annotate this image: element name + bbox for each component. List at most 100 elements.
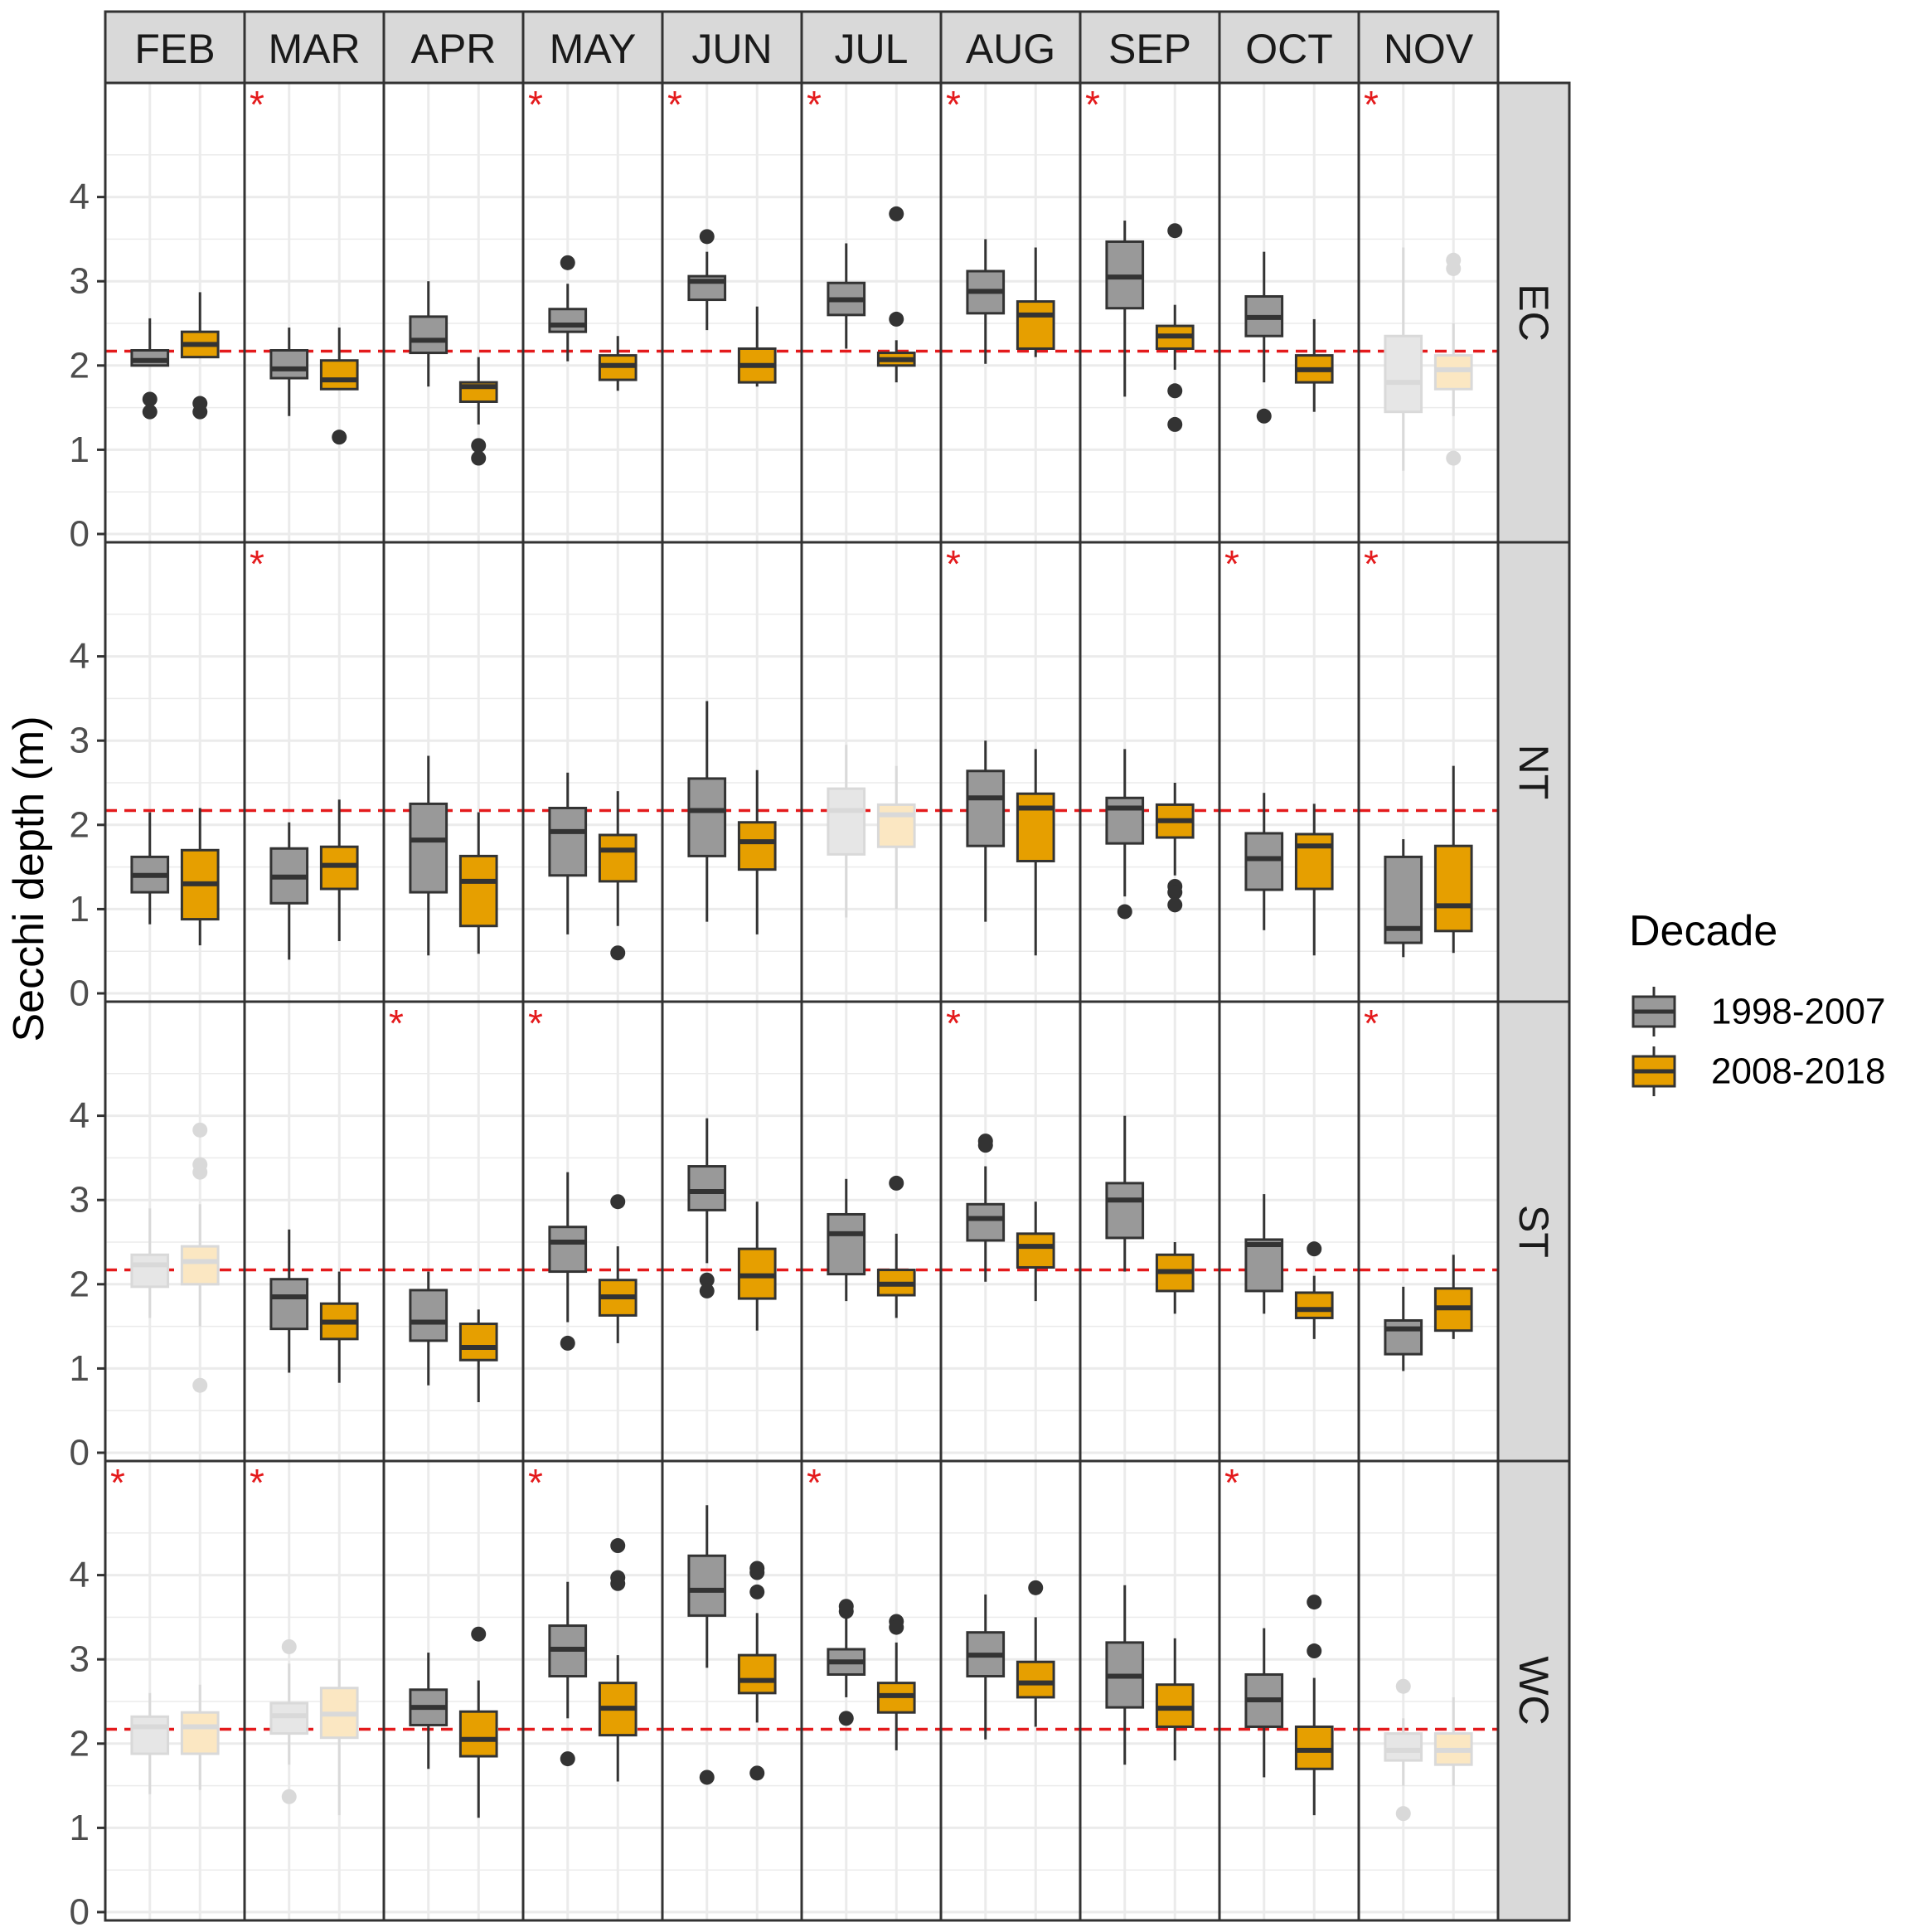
- panel-wc-sep: [1079, 1459, 1221, 1922]
- col-strip-label: AUG: [966, 26, 1055, 72]
- box-iqr: [130, 1715, 170, 1755]
- box-2008-2018: [1294, 803, 1334, 956]
- y-tick-label: 4: [70, 177, 90, 217]
- significance-marker: *: [1224, 542, 1239, 585]
- y-tick-label: 4: [70, 1095, 90, 1136]
- significance-marker: *: [1364, 1002, 1379, 1045]
- col-strip-label: FEB: [134, 26, 215, 72]
- y-tick-label: 2: [70, 804, 90, 845]
- panel-background: [941, 1002, 1080, 1461]
- box-1998-2007: [1244, 251, 1284, 424]
- panel-background: [384, 83, 523, 542]
- panel-nt-sep: [1079, 541, 1221, 1003]
- row-strip-ec: [1496, 81, 1571, 544]
- col-strip-label: MAR: [268, 26, 360, 72]
- box-1998-2007: [548, 1581, 588, 1767]
- outlier-point: [1167, 897, 1183, 913]
- box-2008-2018: [598, 1538, 638, 1782]
- significance-marker: *: [389, 1002, 404, 1045]
- significance-marker: *: [528, 1002, 543, 1045]
- box-iqr: [1384, 1318, 1423, 1356]
- panel-background: [384, 542, 523, 1002]
- panel-background: [105, 1002, 245, 1461]
- outlier-point: [1446, 450, 1462, 466]
- box-2008-2018: [1155, 1638, 1195, 1761]
- panel-background: [802, 83, 941, 542]
- panel-background: [245, 1461, 384, 1920]
- box-iqr: [1294, 1291, 1334, 1319]
- box-iqr: [1155, 1683, 1195, 1728]
- col-strip-jun: [661, 10, 803, 85]
- panel-background: [523, 542, 662, 1002]
- panel-wc-aug: [939, 1459, 1082, 1922]
- box-2008-2018: [737, 1201, 777, 1331]
- box-2008-2018: [876, 1614, 916, 1750]
- box-iqr: [458, 854, 498, 928]
- box-1998-2007: [409, 281, 448, 387]
- box-1998-2007: [827, 1599, 866, 1726]
- outlier-point: [1446, 260, 1462, 276]
- box-iqr: [1105, 796, 1145, 845]
- y-tick-label: 2: [70, 1264, 90, 1304]
- box-iqr: [687, 1554, 727, 1617]
- panel-background: [1359, 83, 1498, 542]
- box-2008-2018: [876, 206, 916, 383]
- row-strip-label: ST: [1510, 1205, 1557, 1258]
- panel-background: [802, 542, 941, 1002]
- y-tick-label: 1: [70, 1808, 90, 1848]
- panel-ec-apr: [382, 81, 525, 544]
- significance-marker: *: [528, 1461, 543, 1504]
- box-iqr: [1016, 300, 1055, 350]
- outlier-point: [142, 404, 158, 420]
- box-2008-2018: [458, 357, 498, 466]
- y-axis: 0 1 2 3 4 0 1 2 3 4 0 1 2 3 4 0 1 2 3 4: [70, 177, 105, 1932]
- panel-nt-mar: *: [243, 541, 385, 1003]
- panel-nt-jul: [800, 541, 943, 1003]
- outlier-point: [1167, 416, 1183, 432]
- col-strip-label: JUL: [835, 26, 909, 72]
- box-1998-2007: [269, 328, 309, 416]
- panel-background: [662, 1461, 802, 1920]
- y-tick-label: 4: [70, 636, 90, 677]
- box-1998-2007: [1244, 1628, 1284, 1778]
- box-iqr: [180, 1245, 220, 1286]
- panel-background: [523, 1002, 662, 1461]
- y-tick-label: 0: [70, 1892, 90, 1932]
- panel-wc-oct: *: [1218, 1459, 1360, 1922]
- box-2008-2018: [1294, 1241, 1334, 1339]
- panel-st-oct: [1218, 1000, 1360, 1463]
- panel-background: [1080, 542, 1219, 1002]
- box-1998-2007: [548, 1172, 588, 1351]
- outlier-point: [560, 255, 575, 270]
- panel-wc-jun: [661, 1459, 803, 1922]
- significance-marker: *: [110, 1461, 125, 1504]
- panel-st-sep: [1079, 1000, 1221, 1463]
- panel-wc-may: *: [521, 1459, 664, 1922]
- box-1998-2007: [548, 255, 588, 362]
- outlier-point: [192, 404, 208, 420]
- box-iqr: [548, 1226, 588, 1274]
- box-1998-2007: [966, 740, 1006, 922]
- col-strip-nov: [1357, 10, 1500, 85]
- box-2008-2018: [1155, 1242, 1195, 1314]
- box-1998-2007: [409, 755, 448, 956]
- outlier-point: [610, 945, 626, 961]
- box-iqr: [966, 769, 1006, 847]
- box-2008-2018: [876, 1175, 916, 1318]
- box-2008-2018: [1016, 749, 1055, 956]
- box-1998-2007: [966, 1594, 1006, 1740]
- outlier-point: [1167, 383, 1183, 399]
- panel-ec-may: *: [521, 81, 664, 544]
- panel-ec-sep: *: [1079, 81, 1221, 544]
- box-iqr: [598, 833, 638, 883]
- y-tick-label: 0: [70, 514, 90, 555]
- panel-background: [523, 83, 662, 542]
- box-1998-2007: [269, 1638, 309, 1804]
- box-1998-2007: [409, 1653, 448, 1769]
- box-2008-2018: [180, 292, 220, 420]
- y-tick-label: 3: [70, 721, 90, 761]
- box-iqr: [548, 308, 588, 333]
- outlier-point: [749, 1584, 765, 1599]
- significance-marker: *: [1224, 1461, 1239, 1504]
- box-iqr: [687, 1165, 727, 1211]
